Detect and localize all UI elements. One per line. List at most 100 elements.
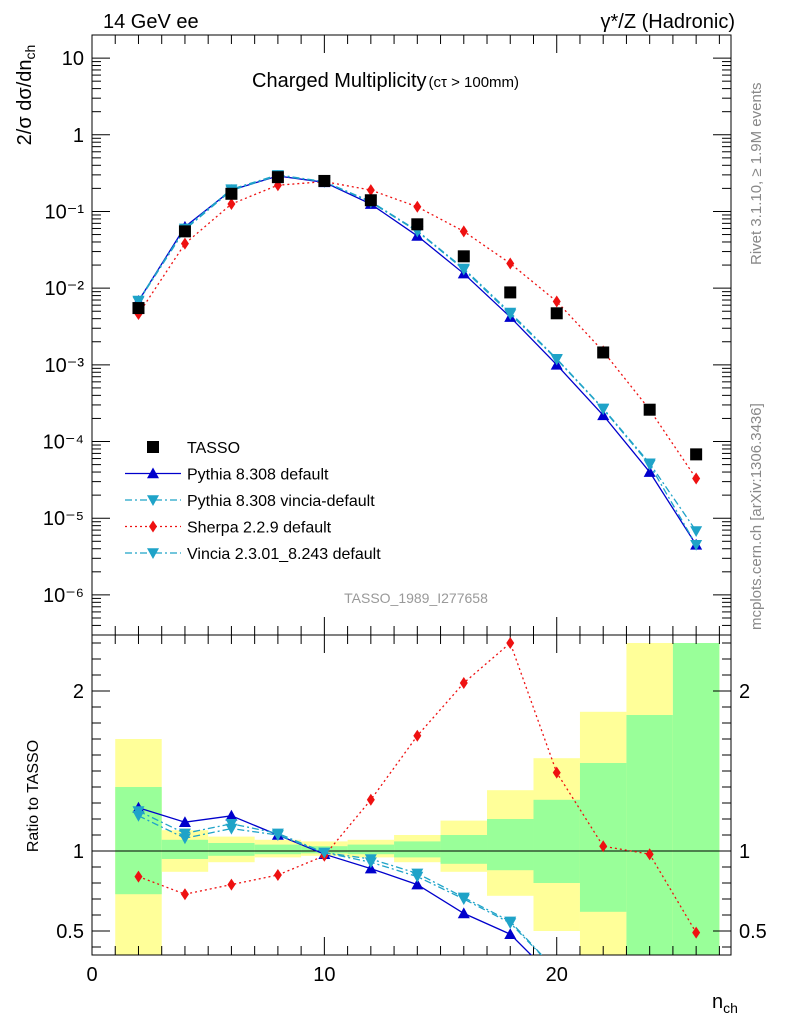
data-point (506, 257, 515, 270)
legend: TASSO Pythia 8.308 default Pythia 8.308 vi… (125, 440, 381, 563)
main-frame (91, 34, 732, 636)
series-0 (132, 171, 703, 461)
data-point (597, 404, 610, 416)
ratio-point (411, 878, 424, 890)
ratio-line (138, 815, 543, 955)
ratio-point (459, 677, 468, 689)
ratio-point (552, 766, 561, 779)
legend-label: Pythia 8.308 default (187, 467, 329, 484)
ratio-point (411, 871, 424, 883)
data-point (690, 526, 703, 538)
ratio-frame (91, 634, 732, 956)
chart-title: Charged Multiplicity (cτ > 100mm) (252, 70, 519, 92)
ratio-line (138, 810, 543, 955)
ratio-series (134, 637, 701, 939)
band-inner (626, 715, 673, 955)
data-point (132, 302, 145, 315)
legend-label: Pythia 8.308 vincia-default (187, 493, 375, 510)
band-inner (208, 843, 255, 856)
data-point (318, 174, 331, 187)
chart-title-sub: (cτ > 100mm) (429, 74, 520, 91)
x-tick-label: 0 (86, 964, 97, 986)
band-inner (487, 819, 534, 871)
ratio-point (366, 793, 375, 806)
ratio-series (132, 811, 543, 955)
ratio-point (504, 928, 517, 939)
band-inner (394, 841, 441, 858)
data-point (550, 307, 563, 320)
ratio-tick-label-right: 1 (739, 841, 750, 863)
legend-marker (149, 520, 157, 533)
ratio-point (180, 888, 189, 901)
legend-label: Vincia 2.3.01_8.243 default (187, 546, 381, 563)
rivet-version-label: Rivet 3.1.10, ≥ 1.9M events (748, 83, 765, 266)
ratio-panel-series (132, 637, 701, 955)
legend-entry: Sherpa 2.2.9 default (125, 520, 332, 537)
watermark-label: TASSO_1989_I277658 (344, 590, 488, 606)
ratio-point (506, 637, 515, 649)
data-point (643, 466, 656, 477)
ratio-point (273, 869, 282, 881)
band-inner (347, 844, 395, 855)
ratio-point (178, 816, 191, 827)
ratio-point (227, 878, 236, 891)
header-right-label: γ*/Z (Hadronic) (601, 11, 735, 33)
main-panel-series (132, 170, 703, 551)
y-tick-label: 1 (73, 125, 84, 147)
y-tick-label: 10⁻² (45, 278, 85, 300)
ratio-panel-axes: 0.5 0.51 12 20 10 20 (56, 634, 767, 986)
legend-marker (147, 495, 159, 506)
data-point (227, 198, 236, 211)
ratio-point (364, 857, 377, 869)
y-tick-label: 10 (62, 48, 84, 70)
data-point (643, 403, 656, 416)
y-tick-label: 10⁻³ (45, 355, 85, 377)
ratio-point (599, 840, 608, 853)
band-inner (440, 835, 488, 864)
main-panel-axes: 10⁻⁶ 10⁻⁵ 10⁻⁴ 10⁻³ 10⁻² 10⁻¹ 1 10 (43, 34, 732, 636)
y-tick-label: 10⁻⁴ (43, 432, 84, 454)
header-left-label: 14 GeV ee (103, 11, 199, 33)
ratio-y-axis-label: Ratio to TASSO (25, 740, 42, 852)
data-point (271, 171, 284, 184)
data-point (178, 225, 191, 238)
ratio-tick-label-right: 2 (739, 681, 750, 703)
ratio-uncertainty-bands (115, 643, 720, 955)
data-point (180, 237, 189, 250)
data-point (643, 459, 656, 471)
data-point (457, 264, 470, 276)
band-inner (254, 844, 302, 855)
legend-entry: Vincia 2.3.01_8.243 default (125, 546, 381, 563)
data-point (457, 250, 470, 263)
x-tick-label: 20 (546, 964, 568, 986)
ratio-point (225, 809, 238, 821)
ratio-tick-label-right: 0.5 (739, 921, 767, 943)
data-point (413, 200, 422, 213)
data-point (690, 448, 703, 461)
main-y-axis-label: 2/σ dσ/dnch (14, 45, 38, 146)
x-tick-label: 10 (313, 964, 335, 986)
ratio-tick-label: 2 (73, 681, 84, 703)
ratio-line (138, 807, 533, 955)
band-inner (533, 799, 580, 883)
legend-label: TASSO (187, 440, 240, 457)
mcplots-label: mcplots.cern.ch [arXiv:1306.3436] (748, 403, 765, 630)
legend-marker (147, 467, 159, 479)
ratio-point (645, 848, 654, 861)
legend-marker (147, 441, 159, 453)
y-tick-label: 10⁻¹ (45, 201, 85, 223)
y-tick-label: 10⁻⁵ (43, 508, 84, 530)
ratio-point (504, 918, 517, 929)
data-point (597, 346, 610, 359)
data-point (552, 295, 561, 308)
legend-entry: Pythia 8.308 default (125, 467, 329, 484)
data-point (459, 225, 468, 238)
y-tick-label: 10⁻⁶ (43, 585, 84, 607)
legend-entry: TASSO (147, 440, 240, 457)
band-inner (672, 643, 720, 955)
chart-title-main: Charged Multiplicity (252, 70, 427, 92)
ratio-point (271, 830, 284, 841)
ratio-point (457, 907, 470, 919)
data-point (225, 187, 238, 200)
